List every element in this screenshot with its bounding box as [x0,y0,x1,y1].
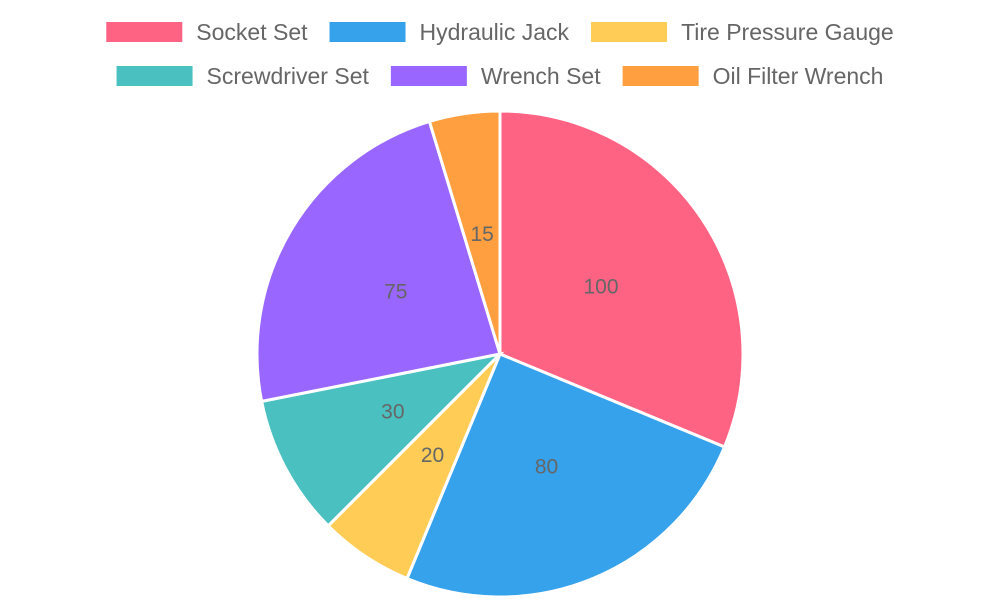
slice-value-label: 15 [470,223,493,246]
legend-item[interactable]: Wrench Set [390,63,601,89]
slice-value-label: 75 [384,281,407,304]
pie-slice[interactable] [255,119,502,404]
legend-swatch [622,66,699,86]
pie-slice[interactable] [498,109,745,449]
legend-swatch [116,66,193,86]
pie-slices [255,109,745,599]
slice-value-label: 20 [421,444,444,467]
chart-legend: Socket Set Hydraulic Jack Tire Pressure Ga… [106,19,894,89]
slice-value-label: 30 [381,400,404,423]
legend-label: Wrench Set [481,63,601,89]
legend-item[interactable]: Oil Filter Wrench [622,63,884,89]
legend-item[interactable]: Tire Pressure Gauge [591,19,894,45]
legend-item[interactable]: Hydraulic Jack [329,19,570,45]
pie-slice[interactable] [427,109,502,355]
pie-slice[interactable] [405,352,727,599]
slice-value-labels: 100 80 20 30 75 15 [381,223,618,478]
legend-label: Tire Pressure Gauge [681,19,894,45]
legend-swatch [390,66,467,86]
pie-slice[interactable] [259,351,505,528]
slice-value-label: 80 [535,455,558,478]
legend-label: Hydraulic Jack [420,19,570,45]
legend-item[interactable]: Socket Set [106,19,308,45]
legend-label: Socket Set [196,19,308,45]
legend-label: Screwdriver Set [207,63,370,89]
legend-label: Oil Filter Wrench [713,63,884,89]
legend-swatch [106,22,183,42]
slice-value-label: 100 [584,275,619,298]
legend-swatch [329,22,406,42]
legend-item[interactable]: Screwdriver Set [116,63,370,89]
legend-swatch [591,22,668,42]
